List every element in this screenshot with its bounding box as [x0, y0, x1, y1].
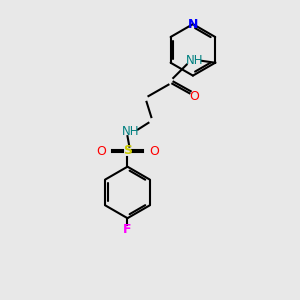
- Text: S: S: [123, 144, 132, 157]
- Text: O: O: [149, 145, 159, 158]
- Text: O: O: [189, 90, 199, 103]
- Text: O: O: [96, 145, 106, 158]
- Text: N: N: [188, 18, 198, 31]
- Text: NH: NH: [185, 54, 203, 67]
- Text: F: F: [123, 223, 132, 236]
- Text: NH: NH: [122, 125, 139, 138]
